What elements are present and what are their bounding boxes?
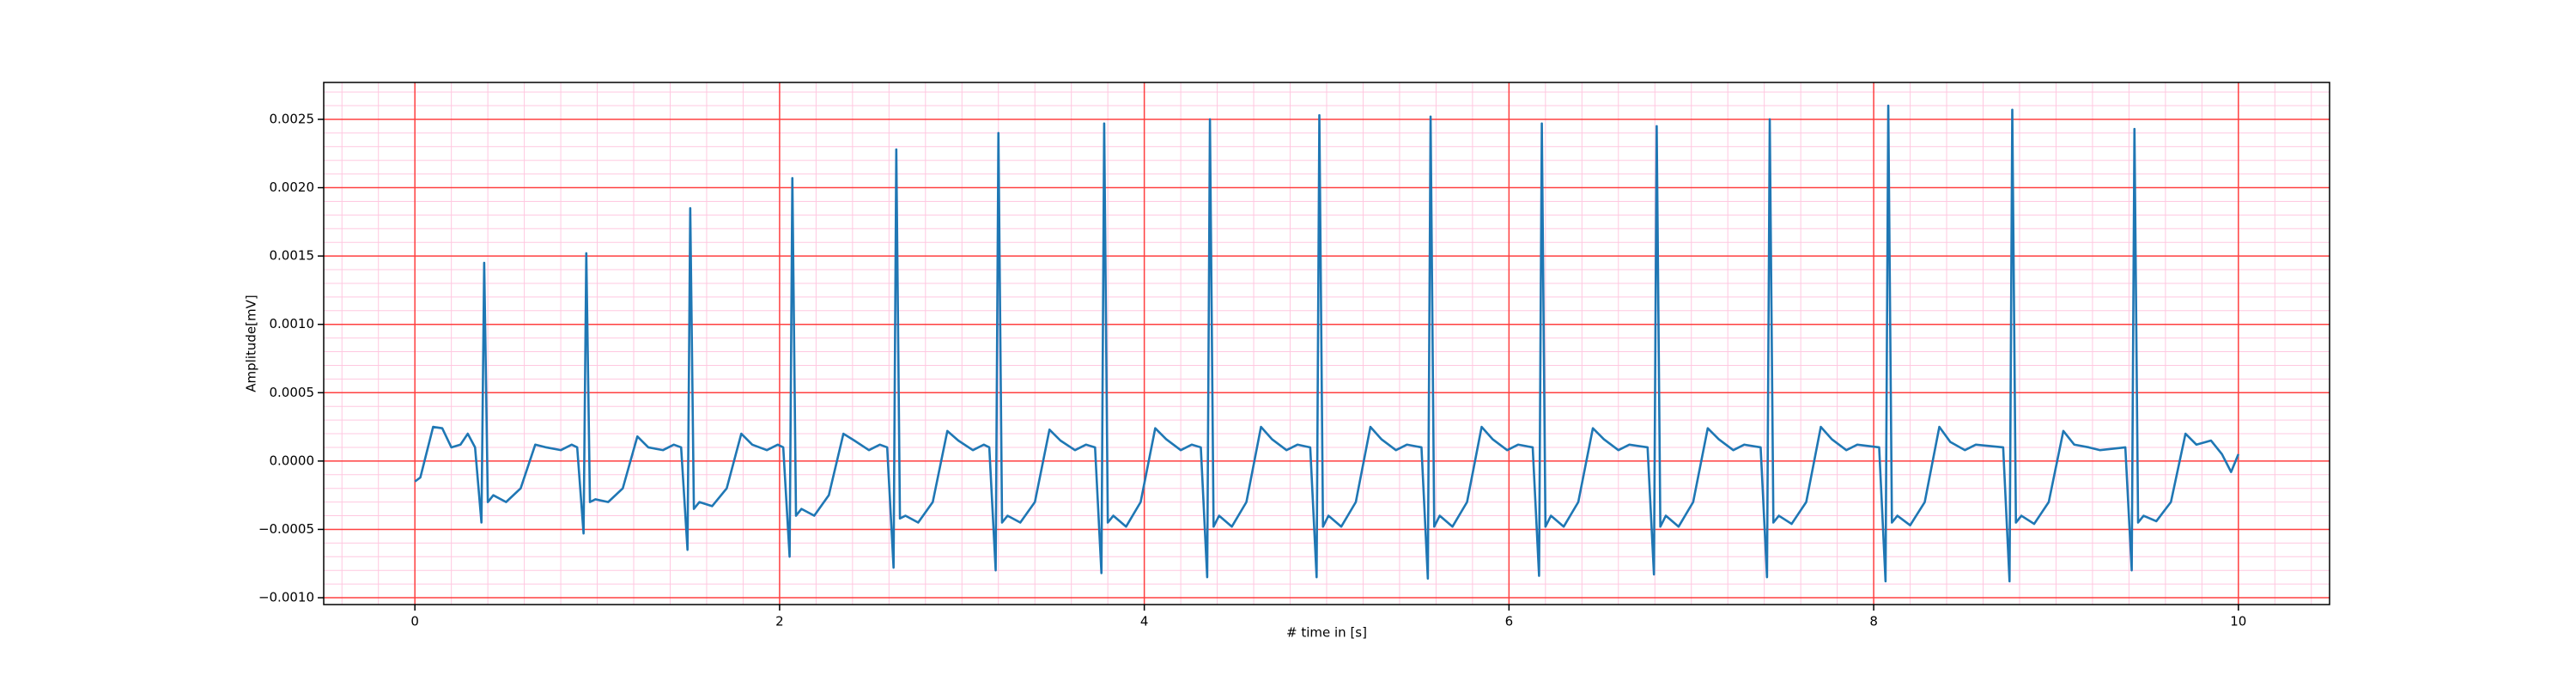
plot-frame (323, 82, 2330, 605)
y-tick-label: 0.0025 (270, 111, 315, 126)
x-axis-label: # time in [s] (1286, 625, 1367, 641)
y-tick-label: 0.0000 (270, 453, 315, 468)
x-tick-label: 6 (1505, 614, 1514, 629)
x-tick-label: 10 (2230, 614, 2246, 629)
series-line (414, 104, 2240, 583)
y-tick-label: −0.0010 (258, 590, 314, 605)
y-tick-label: 0.0020 (270, 179, 315, 195)
x-tick-label: 0 (410, 614, 419, 629)
x-tick-label: 4 (1140, 614, 1149, 629)
y-axis-label: Amplitude[mV] (244, 295, 259, 392)
y-tick-label: 0.0010 (270, 316, 315, 331)
y-tick-label: 0.0015 (270, 248, 315, 264)
y-tick-label: 0.0005 (270, 385, 315, 400)
x-tick-label: 8 (1869, 614, 1878, 629)
x-tick-label: 2 (775, 614, 784, 629)
y-tick-label: −0.0005 (258, 521, 314, 537)
